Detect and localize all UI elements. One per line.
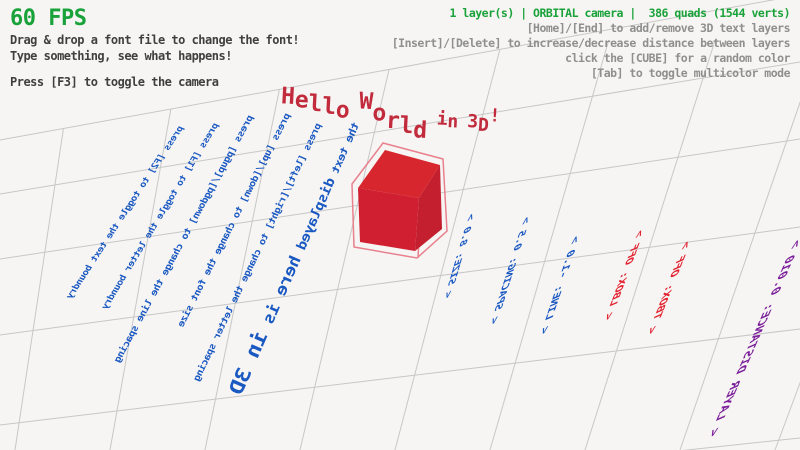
grid-line [0,61,800,195]
grid-line [394,49,501,450]
billboard-letter: ! [488,105,501,127]
hud-cube-hint: click the [CUBE] for a random color [565,50,790,65]
billboard-letter: r [385,107,401,135]
hud-type-hint: Type something, see what happens! [10,49,232,64]
cube-wireframe-outline [351,142,448,259]
grid-line [14,128,64,450]
cube-right-face [415,165,442,251]
hud-distance-hint: [Insert]/[Delete] to increase/decrease d… [391,35,791,50]
billboard-letter: o [335,97,351,124]
status-bar: 1 layer(s) | ORBITAL camera | 386 quads … [449,6,791,20]
billboard-letter: D [477,114,490,137]
grid-line [0,0,776,141]
grid-line [584,39,716,450]
grid-line [299,69,390,450]
hud-layers-hint: [Home]/[End] to add/remove 3D text layer… [526,20,791,35]
billboard-letter: o [371,100,388,127]
grid-line [0,328,800,426]
billboard-letter: d [412,117,428,144]
cube[interactable] [351,142,448,259]
billboard-letter: l [321,93,337,121]
grid-line [679,101,800,450]
billboard-letter: e [294,86,310,114]
billboard-letter: l [307,90,324,118]
hud-instructions-right: 1 layer(s) | ORBITAL camera | 386 quads … [391,6,791,81]
hud-multicolor-hint: [Tab] to toggle multicolor mode [590,65,791,80]
cube-front-face [358,188,419,251]
fps-counter: 60 FPS [10,6,87,31]
billboard-letter: l [398,112,415,140]
hud-camera-hint: Press [F3] to toggle the camera [10,75,219,90]
spacer [10,64,299,74]
grid-line [204,89,280,450]
grid-line [489,39,610,450]
hud-instructions-left: Drag & drop a font file to change the fo… [10,32,300,91]
billboard-letter: n [446,111,459,133]
cube-top-face [358,150,440,198]
hud-drag-drop-hint: Drag & drop a font file to change the fo… [10,33,300,47]
grid-line [109,109,172,450]
billboard-letter: W [358,88,374,116]
